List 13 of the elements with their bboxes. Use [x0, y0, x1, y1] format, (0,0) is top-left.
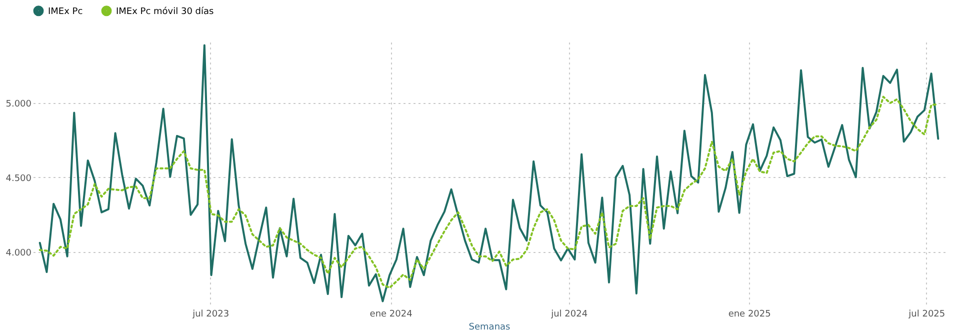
- y-tick-label: 5.000: [6, 100, 32, 110]
- x-tick-label: jul 2025: [908, 310, 946, 320]
- y-tick-label: 4.500: [6, 174, 32, 184]
- x-axis-title: Semanas: [468, 322, 511, 332]
- y-tick-label: 4.000: [6, 248, 32, 258]
- line-series: [38, 44, 940, 302]
- x-tick-label: jul 2024: [550, 310, 588, 320]
- line-series: [38, 96, 940, 289]
- legend-label: IMEx Pc móvil 30 días: [116, 6, 214, 17]
- x-tick-label: jul 2023: [192, 310, 230, 320]
- x-tick-label: ene 2025: [728, 310, 771, 320]
- legend-label: IMEx Pc: [48, 6, 83, 17]
- x-tick-label: ene 2024: [370, 310, 413, 320]
